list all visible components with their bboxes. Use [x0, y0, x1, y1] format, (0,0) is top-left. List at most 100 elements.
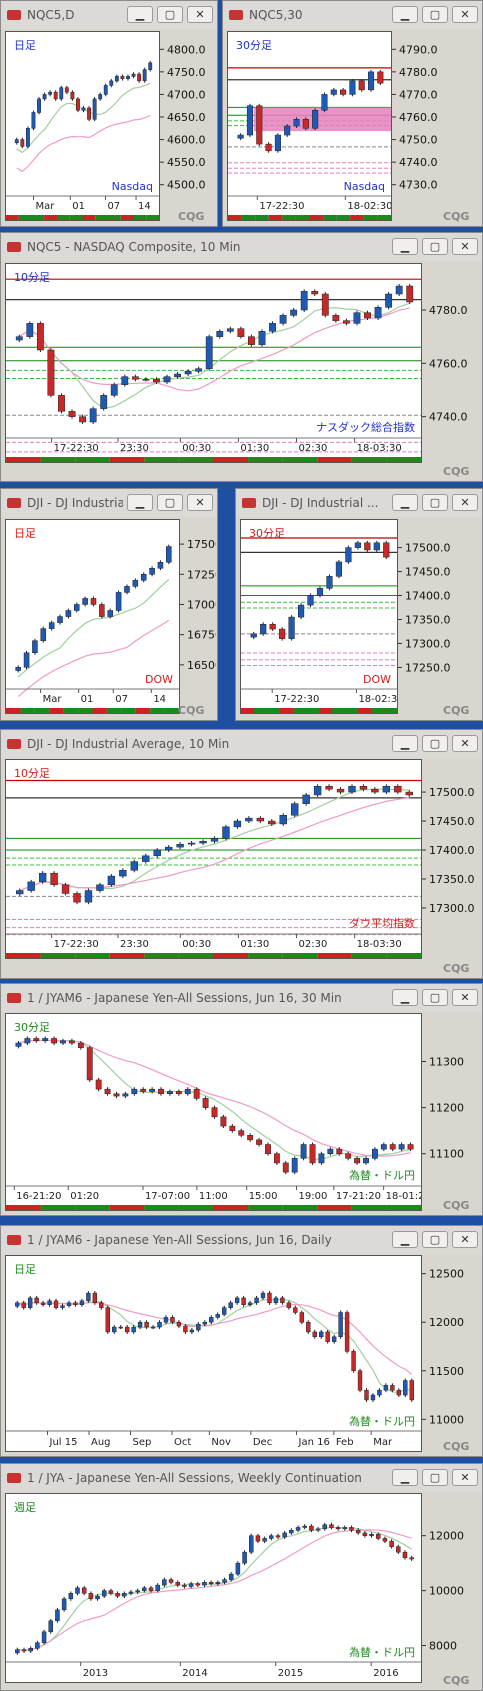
- chart-canvas[interactable]: Jul 15 Aug Sep Oct Nov Dec Jan 16 Feb Mar 日足 為替・ドル…: [5, 1255, 422, 1452]
- y-axis[interactable]: 12500 12000 11500 11000: [422, 1255, 480, 1452]
- candle-body: [338, 1312, 343, 1338]
- session-segment: [6, 708, 21, 713]
- candle-body: [273, 1297, 279, 1304]
- minimize-button[interactable]: ▁: [392, 989, 418, 1006]
- close-button[interactable]: ✕: [452, 1469, 478, 1486]
- x-tick-label: 14: [153, 694, 166, 705]
- minimize-button[interactable]: ▁: [392, 1469, 418, 1486]
- restore-button[interactable]: ▢: [422, 1231, 448, 1248]
- session-segment: [351, 953, 387, 958]
- candle-body: [35, 1642, 40, 1649]
- title-bar[interactable]: DJI - DJ Industrial ... ▁ ▢ ✕: [236, 489, 482, 517]
- candle-body: [24, 1038, 31, 1044]
- moving-average-line: [18, 302, 410, 409]
- close-button[interactable]: ✕: [452, 735, 478, 752]
- chart-canvas[interactable]: 17-22:30 18-02:30 30分足 Nasdaq: [227, 31, 392, 221]
- session-segment: [293, 708, 306, 713]
- candle-body: [210, 838, 219, 842]
- candle-body: [158, 1088, 164, 1095]
- candle-body: [336, 1148, 343, 1154]
- chart-canvas[interactable]: 16-21:20 01:20 17-07:00 11:00 15:00 19:00 17-2…: [5, 1013, 422, 1211]
- close-button[interactable]: ✕: [187, 494, 213, 511]
- candle-body: [21, 1302, 26, 1308]
- minimize-button[interactable]: ▁: [392, 6, 418, 23]
- chart-canvas[interactable]: Mar 01 07 14 日足 DOW: [5, 519, 180, 714]
- candle-body: [144, 1321, 149, 1328]
- y-tick-label: 4500.0: [167, 179, 206, 192]
- candle-body: [274, 134, 281, 152]
- session-segment: [75, 457, 110, 462]
- restore-button[interactable]: ▢: [422, 494, 448, 511]
- app-logo-icon: [7, 739, 21, 749]
- title-bar[interactable]: DJI - DJ Industrial Average, 10 Min ▁ ▢ ✕: [1, 730, 482, 758]
- session-segment: [317, 457, 352, 462]
- session-segment: [6, 953, 41, 958]
- chart-canvas[interactable]: Mar 01 07 14 日足 Nasdaq: [5, 31, 160, 221]
- y-axis[interactable]: 17500.0 17450.0 17400.0 17350.0 17300.0: [422, 759, 480, 959]
- chart-canvas[interactable]: 2013 2014 2015 2016 週足 為替・ドル円: [5, 1493, 422, 1683]
- y-tick-label: 4550.0: [167, 156, 206, 169]
- y-axis[interactable]: 4790.0 4780.0 4770.0 4760.0 4750.0 4740.0 4730…: [392, 31, 480, 221]
- session-segment: [121, 708, 136, 713]
- session-segment: [280, 708, 293, 713]
- chart-plot: Mar 01 07 14: [6, 544, 179, 713]
- chart-canvas[interactable]: 17-22:30 18-02:30 30分足 DOW: [240, 519, 398, 714]
- close-button[interactable]: ✕: [452, 238, 478, 255]
- x-tick-label: 00:30: [182, 443, 211, 454]
- close-button[interactable]: ✕: [452, 6, 478, 23]
- close-button[interactable]: ✕: [452, 1231, 478, 1248]
- candle-body: [199, 841, 207, 844]
- session-segment: [358, 708, 371, 713]
- candle-body: [330, 89, 337, 95]
- minimize-button[interactable]: ▁: [392, 494, 418, 511]
- moving-average-line: [17, 1298, 412, 1394]
- y-axis[interactable]: 4800.0 4750.0 4700.0 4650.0 4600.0 4550.0 4500…: [160, 31, 216, 221]
- minimize-button[interactable]: ▁: [392, 1231, 418, 1248]
- candle-body: [28, 1648, 33, 1652]
- title-bar[interactable]: 1 / JYAM6 - Japanese Yen-All Sessions, J…: [1, 984, 482, 1012]
- title-bar[interactable]: 1 / JYA - Japanese Yen-All Sessions, Wee…: [1, 1464, 482, 1492]
- close-button[interactable]: ✕: [452, 989, 478, 1006]
- title-bar[interactable]: NQC5 - NASDAQ Composite, 10 Min ▁ ▢ ✕: [1, 233, 482, 261]
- session-bar: [6, 215, 159, 220]
- y-axis[interactable]: 17500.0 17450.0 17400.0 17350.0 17300.0 17250…: [398, 519, 480, 714]
- chart-canvas[interactable]: 17-22:30 23:30 00:30 01:30 02:30 18-03:30 10分足…: [5, 263, 422, 463]
- y-axis[interactable]: 4780.0 4760.0 4740.0: [422, 263, 480, 463]
- restore-button[interactable]: ▢: [422, 735, 448, 752]
- candle-body: [118, 1326, 123, 1329]
- y-axis[interactable]: 12000 10000 8000: [422, 1493, 480, 1683]
- title-bar[interactable]: 1 / JYAM6 - Japanese Yen-All Sessions, J…: [1, 1226, 482, 1254]
- chart-canvas[interactable]: 17-22:30 23:30 00:30 01:30 02:30 18-03:30 10分足…: [5, 759, 422, 959]
- candle-body: [246, 105, 254, 136]
- candle-body: [344, 1312, 350, 1352]
- x-tick-label: 2015: [278, 1668, 303, 1679]
- candle-body: [128, 1591, 134, 1594]
- minimize-button[interactable]: ▁: [127, 6, 153, 23]
- y-axis[interactable]: 11300 11200 11100: [422, 1013, 480, 1211]
- restore-button[interactable]: ▢: [157, 494, 183, 511]
- restore-button[interactable]: ▢: [157, 6, 183, 23]
- restore-button[interactable]: ▢: [422, 6, 448, 23]
- candle-body: [184, 371, 192, 375]
- candle-body: [65, 610, 72, 617]
- candle-body: [15, 336, 23, 341]
- title-bar[interactable]: NQC5,30 ▁ ▢ ✕: [223, 1, 482, 29]
- session-bar: [6, 1205, 421, 1210]
- candle-body: [53, 1300, 59, 1308]
- candle-body: [371, 1148, 378, 1159]
- restore-icon: ▢: [429, 8, 441, 21]
- session-segment: [268, 215, 283, 220]
- title-bar[interactable]: NQC5,D ▁ ▢ ✕: [1, 1, 217, 29]
- close-button[interactable]: ✕: [187, 6, 213, 23]
- restore-button[interactable]: ▢: [422, 1469, 448, 1486]
- restore-button[interactable]: ▢: [422, 989, 448, 1006]
- restore-button[interactable]: ▢: [422, 238, 448, 255]
- minimize-button[interactable]: ▁: [392, 238, 418, 255]
- y-axis[interactable]: 17500.0 17250.0 17000.0 16750.0 16500.0: [180, 519, 216, 714]
- minimize-button[interactable]: ▁: [127, 494, 153, 511]
- session-segment: [282, 457, 318, 462]
- minimize-button[interactable]: ▁: [392, 735, 418, 752]
- title-bar[interactable]: DJI - DJ Industrial ... ▁ ▢ ✕: [1, 489, 217, 517]
- y-tick-label: 17350.0: [405, 613, 451, 626]
- close-button[interactable]: ✕: [452, 494, 478, 511]
